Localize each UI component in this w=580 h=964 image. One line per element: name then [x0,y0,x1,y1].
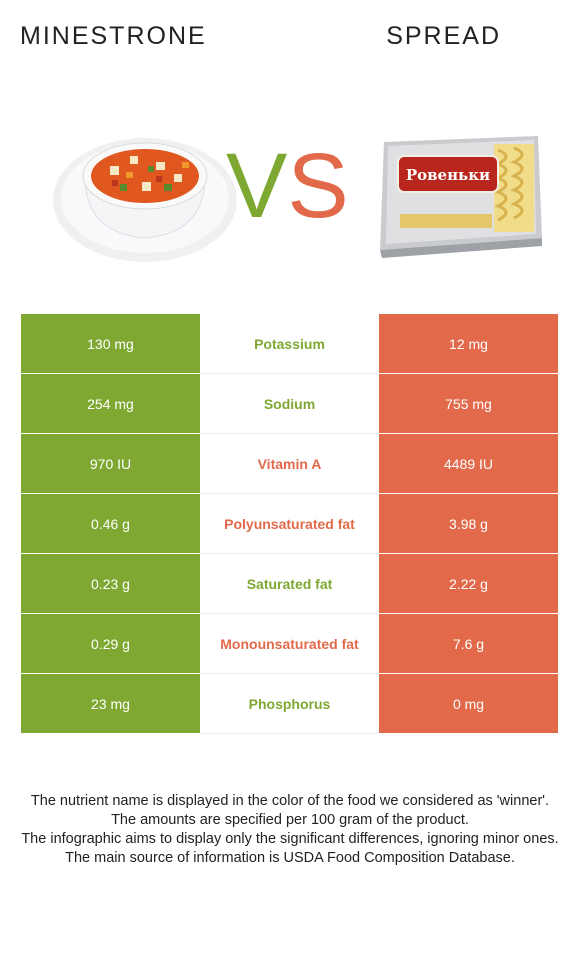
table-row: 0.23 g Saturated fat 2.22 g [21,554,558,614]
right-value-cell: 0 mg [379,674,558,734]
spread-image: Ровеньки [380,136,542,258]
minestrone-image [53,138,237,262]
table-row: 23 mg Phosphorus 0 mg [21,674,558,734]
footer-line-3: The infographic aims to display only the… [21,831,559,847]
right-value-cell: 4489 IU [379,434,558,494]
nutrient-name-cell: Potassium [200,314,379,374]
left-value-cell: 0.29 g [21,614,200,674]
footer-notes: The nutrient name is displayed in the co… [20,792,560,868]
nutrient-name-cell: Polyunsaturated fat [200,494,379,554]
left-value-cell: 970 IU [21,434,200,494]
right-value-cell: 7.6 g [379,614,558,674]
table-row: 970 IU Vitamin A 4489 IU [21,434,558,494]
nutrient-name-cell: Monounsaturated fat [200,614,379,674]
footer-line-1: The nutrient name is displayed in the co… [30,793,550,809]
right-food-title: SPREAD [386,22,501,50]
vs-v-letter: V [226,135,288,237]
nutrient-name-cell: Saturated fat [200,554,379,614]
spread-brand: Ровеньки [406,166,490,184]
footer-line-4: The main source of information is USDA F… [65,850,515,866]
nutrient-name-cell: Phosphorus [200,674,379,734]
left-value-cell: 0.23 g [21,554,200,614]
left-value-cell: 130 mg [21,314,200,374]
right-value-cell: 755 mg [379,374,558,434]
right-value-cell: 3.98 g [379,494,558,554]
nutrient-name-cell: Vitamin A [200,434,379,494]
nutrient-name-cell: Sodium [200,374,379,434]
left-value-cell: 23 mg [21,674,200,734]
left-food-title: MINESTRONE [20,22,207,50]
comparison-table: 130 mg Potassium 12 mg 254 mg Sodium 755 mg 97… [21,314,558,734]
vs-label: VS [226,140,349,232]
right-value-cell: 12 mg [379,314,558,374]
table-row: 0.46 g Polyunsaturated fat 3.98 g [21,494,558,554]
left-value-cell: 0.46 g [21,494,200,554]
left-value-cell: 254 mg [21,374,200,434]
vs-s-letter: S [287,135,349,237]
table-row: 254 mg Sodium 755 mg [21,374,558,434]
footer-line-2: The amounts are specified per 100 gram o… [111,812,469,828]
table-row: 0.29 g Monounsaturated fat 7.6 g [21,614,558,674]
table-row: 130 mg Potassium 12 mg [21,314,558,374]
right-value-cell: 2.22 g [379,554,558,614]
